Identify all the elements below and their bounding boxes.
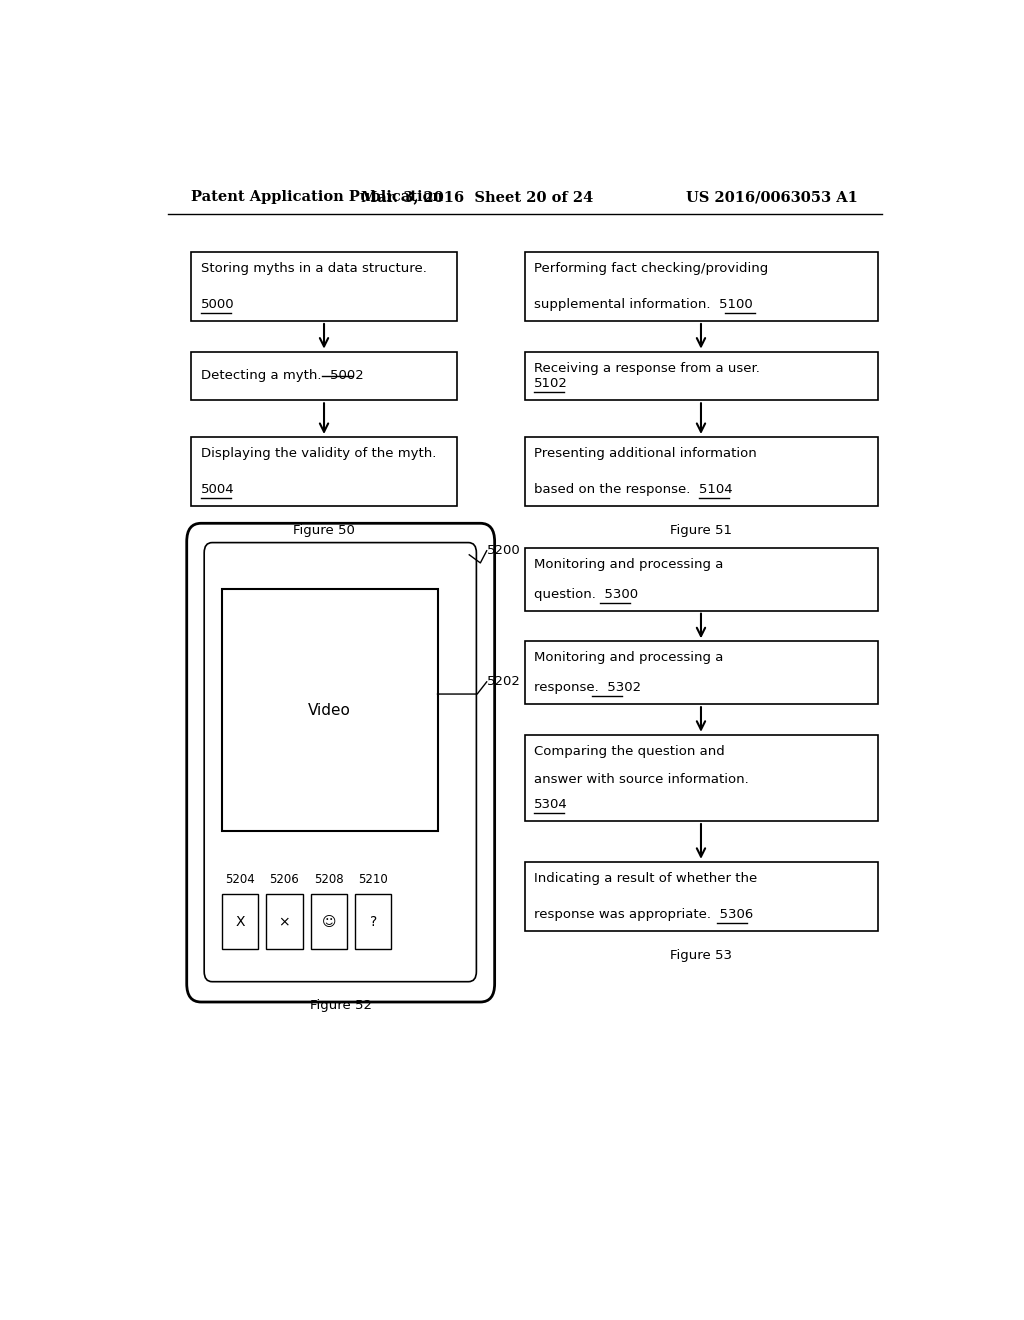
Bar xyxy=(524,351,878,400)
FancyBboxPatch shape xyxy=(186,523,495,1002)
Bar xyxy=(191,437,458,506)
Text: 5204: 5204 xyxy=(225,873,255,886)
Bar xyxy=(524,437,878,506)
Text: 5102: 5102 xyxy=(535,378,568,391)
Bar xyxy=(524,862,878,931)
Text: response.  5302: response. 5302 xyxy=(535,681,641,694)
FancyBboxPatch shape xyxy=(204,543,476,982)
Text: Comparing the question and: Comparing the question and xyxy=(535,744,725,758)
Text: Mar. 3, 2016  Sheet 20 of 24: Mar. 3, 2016 Sheet 20 of 24 xyxy=(361,190,593,205)
Text: based on the response.  5104: based on the response. 5104 xyxy=(535,483,733,496)
Text: Figure 51: Figure 51 xyxy=(670,524,732,537)
Text: Detecting a myth.  5002: Detecting a myth. 5002 xyxy=(201,370,364,383)
Text: 5206: 5206 xyxy=(269,873,299,886)
Bar xyxy=(221,894,258,949)
Text: 5202: 5202 xyxy=(486,676,520,688)
Text: Displaying the validity of the myth.: Displaying the validity of the myth. xyxy=(201,447,436,461)
Text: X: X xyxy=(236,915,245,929)
Text: 5000: 5000 xyxy=(201,298,234,312)
Text: answer with source information.: answer with source information. xyxy=(535,774,750,787)
Text: Indicating a result of whether the: Indicating a result of whether the xyxy=(535,873,758,884)
Text: ⨯: ⨯ xyxy=(279,915,290,929)
Text: 5304: 5304 xyxy=(535,797,568,810)
Bar xyxy=(355,894,391,949)
Text: ?: ? xyxy=(370,915,377,929)
Text: Presenting additional information: Presenting additional information xyxy=(535,447,757,461)
Text: US 2016/0063053 A1: US 2016/0063053 A1 xyxy=(686,190,858,205)
Bar xyxy=(191,351,458,400)
Text: 5004: 5004 xyxy=(201,483,234,496)
Text: Patent Application Publication: Patent Application Publication xyxy=(191,190,443,205)
Text: response was appropriate.  5306: response was appropriate. 5306 xyxy=(535,908,754,921)
Text: Storing myths in a data structure.: Storing myths in a data structure. xyxy=(201,263,427,275)
Text: Figure 50: Figure 50 xyxy=(293,524,355,537)
Text: Monitoring and processing a: Monitoring and processing a xyxy=(535,651,724,664)
Bar xyxy=(310,894,347,949)
Bar xyxy=(524,252,878,321)
Text: ☺: ☺ xyxy=(322,915,336,929)
Bar xyxy=(191,252,458,321)
Bar xyxy=(221,589,437,832)
Text: supplemental information.  5100: supplemental information. 5100 xyxy=(535,298,753,312)
Bar xyxy=(524,642,878,704)
Text: 5200: 5200 xyxy=(486,544,520,557)
Text: Monitoring and processing a: Monitoring and processing a xyxy=(535,558,724,570)
Text: Video: Video xyxy=(308,702,351,718)
Text: 5208: 5208 xyxy=(314,873,344,886)
Text: question.  5300: question. 5300 xyxy=(535,587,638,601)
Text: Receiving a response from a user.: Receiving a response from a user. xyxy=(535,362,760,375)
Text: Figure 53: Figure 53 xyxy=(670,949,732,962)
Bar xyxy=(524,548,878,611)
Bar xyxy=(524,735,878,821)
Bar xyxy=(266,894,303,949)
Text: Figure 52: Figure 52 xyxy=(309,999,372,1012)
Text: 5210: 5210 xyxy=(358,873,388,886)
Text: Performing fact checking/providing: Performing fact checking/providing xyxy=(535,263,769,275)
